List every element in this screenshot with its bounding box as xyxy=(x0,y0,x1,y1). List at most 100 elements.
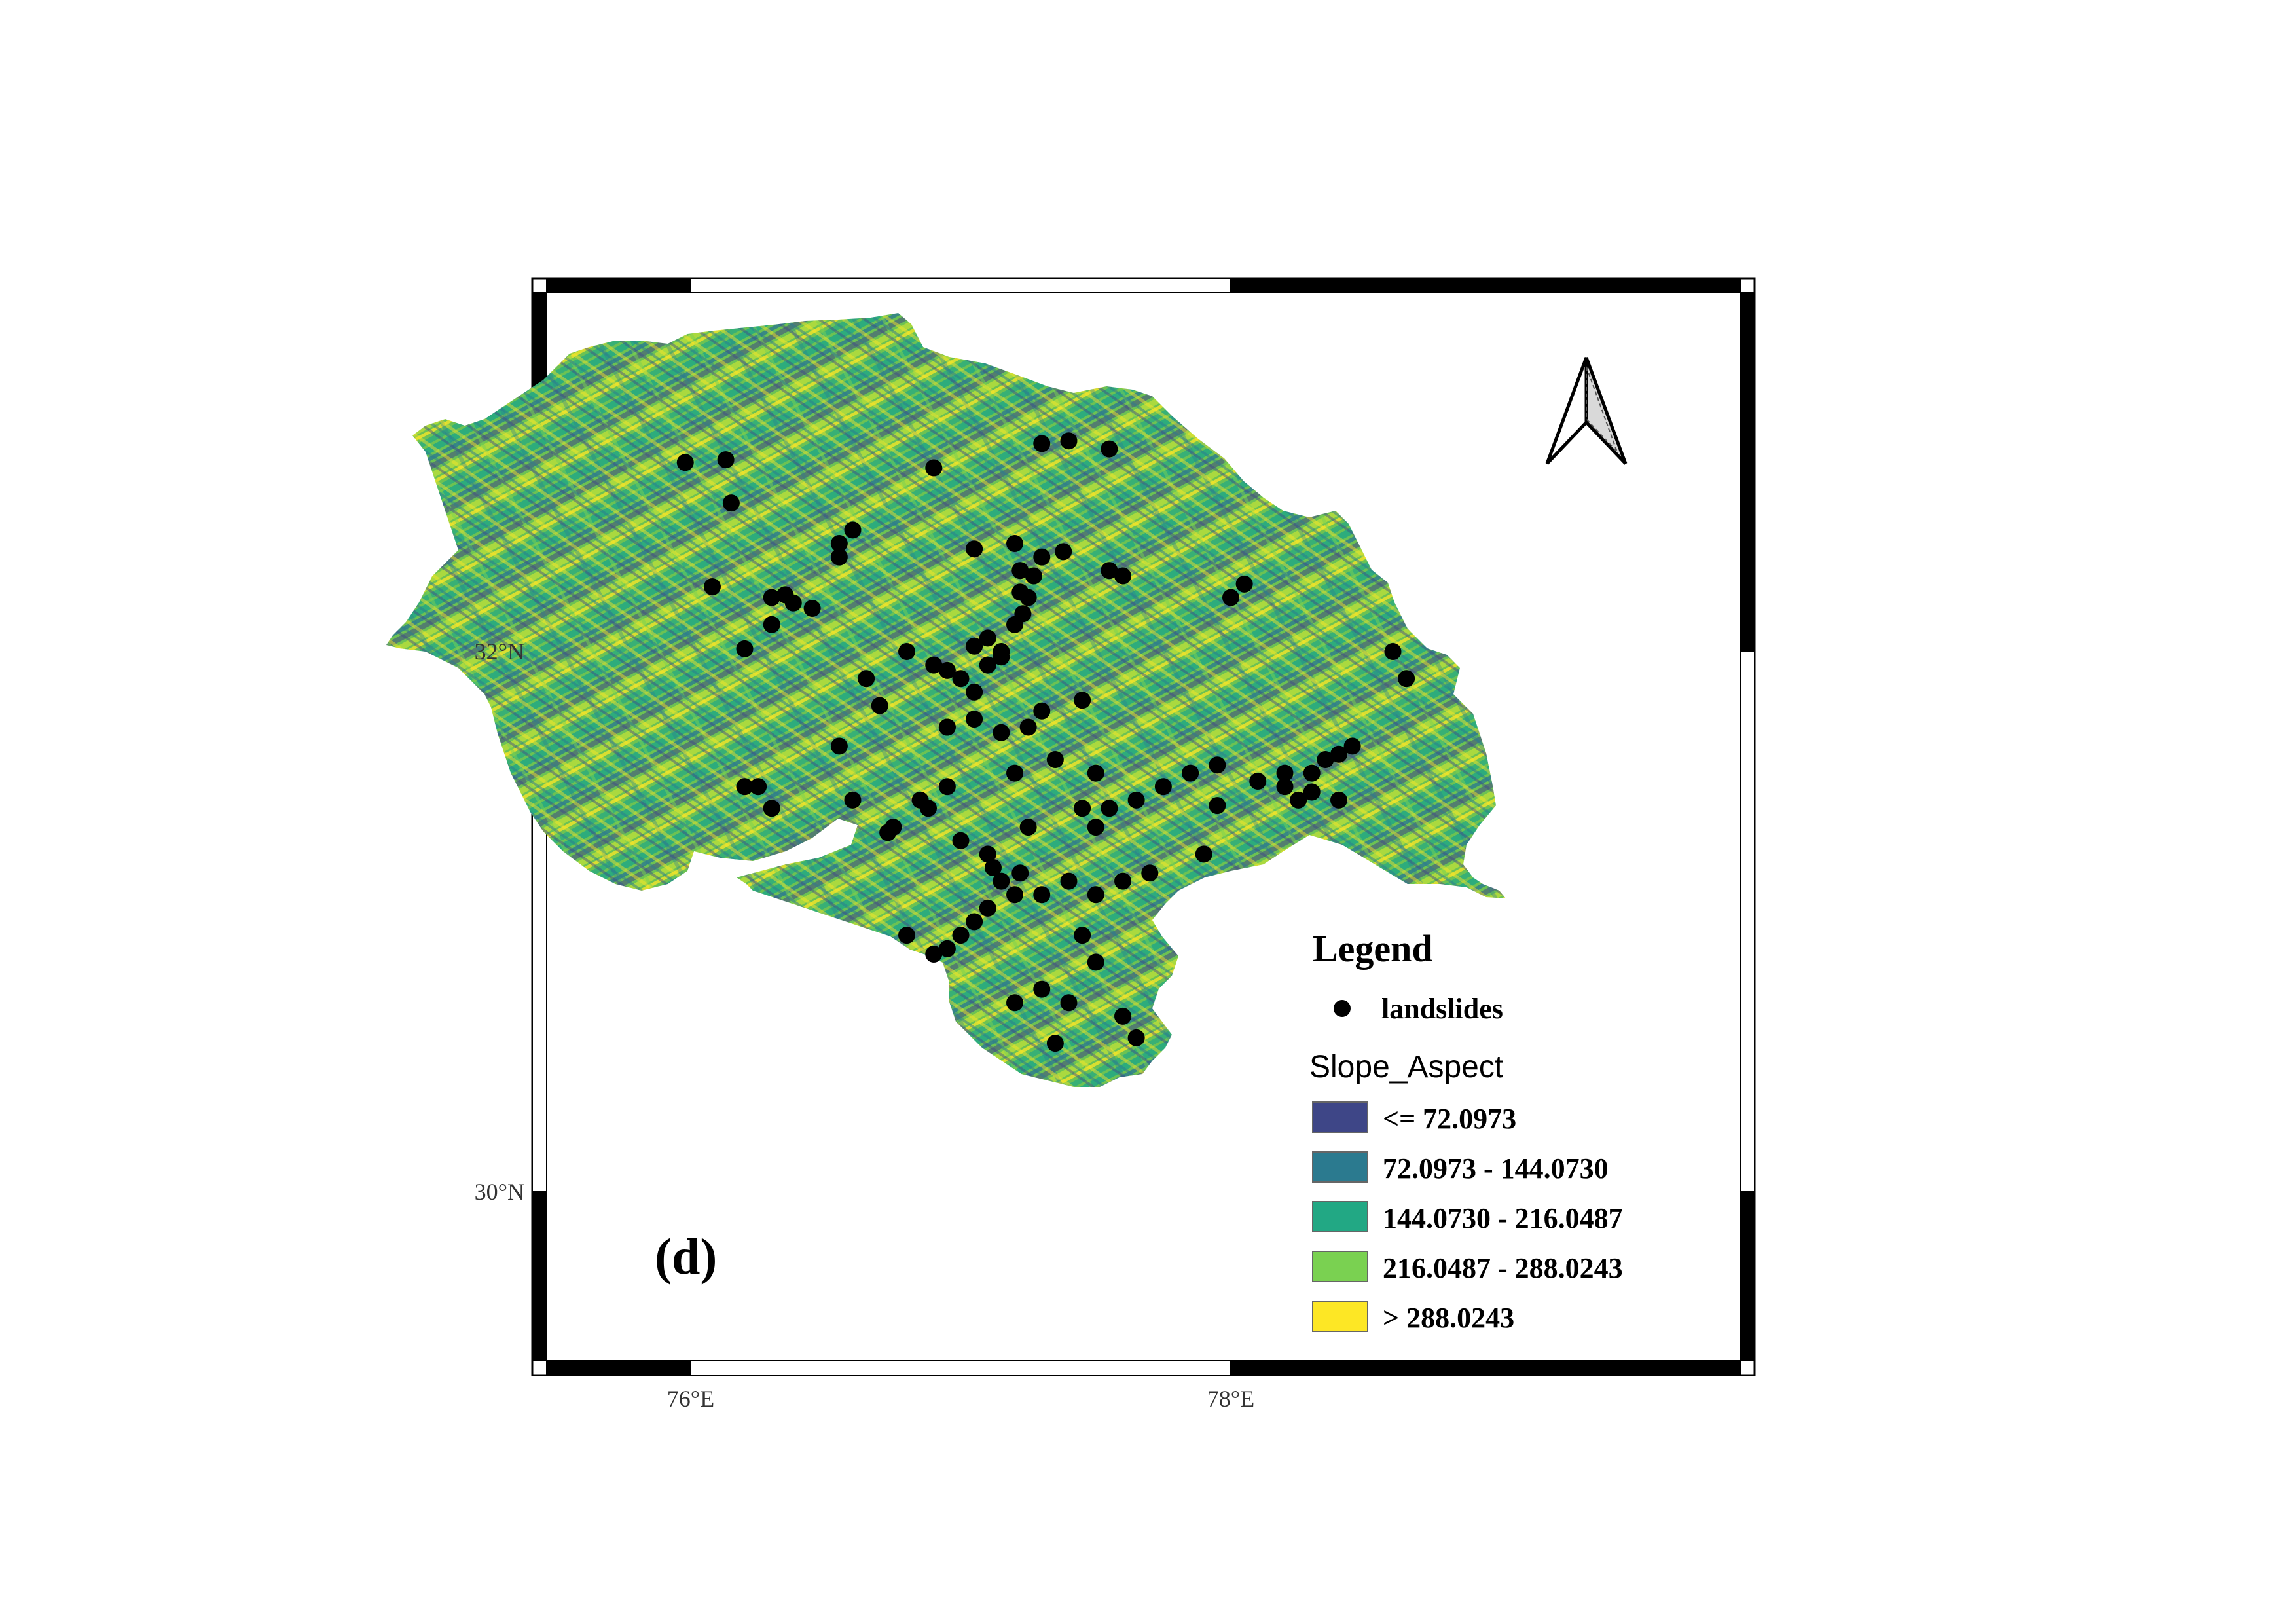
landslide-points xyxy=(676,432,1415,1052)
landslide-point xyxy=(1011,562,1029,580)
landslide-point xyxy=(938,661,956,679)
legend-class-label: 144.0730 - 216.0487 xyxy=(1383,1202,1623,1234)
landslide-point xyxy=(1249,773,1267,790)
landslide-point xyxy=(1033,886,1051,904)
landslide-point xyxy=(1154,778,1172,796)
frame-segment-bottom xyxy=(690,1360,1231,1376)
landslide-point xyxy=(844,791,862,809)
landslide-point xyxy=(1074,800,1091,817)
landslide-point xyxy=(676,454,694,471)
frame-segment-top xyxy=(546,278,691,293)
landslide-point xyxy=(979,899,996,917)
landslide-point xyxy=(898,927,915,944)
landslide-point xyxy=(871,697,888,714)
frame-segment-right xyxy=(1740,651,1755,1192)
legend-class-label: 216.0487 - 288.0243 xyxy=(1383,1252,1623,1284)
landslide-point xyxy=(830,737,848,755)
latitude-tick-label: 30°N xyxy=(475,1179,524,1205)
landslide-point xyxy=(1006,764,1023,782)
landslide-point xyxy=(704,578,721,595)
landslide-point xyxy=(938,778,956,796)
landslide-point xyxy=(925,656,943,674)
legend-swatch xyxy=(1312,1301,1368,1332)
landslide-point xyxy=(1074,692,1091,709)
landslide-point xyxy=(1127,791,1145,809)
legend-landslides-label: landslides xyxy=(1381,993,1503,1025)
frame-segment-left xyxy=(532,1191,547,1361)
landslide-point xyxy=(1303,764,1321,782)
landslide-point xyxy=(938,718,956,736)
landslide-point xyxy=(1276,764,1294,782)
landslide-point xyxy=(784,594,802,612)
frame-segment-bottom xyxy=(546,1360,691,1376)
legend-class-label: 72.0973 - 144.0730 xyxy=(1383,1153,1609,1185)
landslide-point xyxy=(763,616,780,633)
landslide-point xyxy=(938,940,956,957)
legend-title: Legend xyxy=(1313,927,1433,970)
legend-swatch xyxy=(1312,1251,1368,1282)
landslide-point xyxy=(1290,791,1307,809)
landslide-point xyxy=(1055,543,1072,561)
landslide-point xyxy=(966,913,983,931)
landslide-point xyxy=(1006,886,1023,904)
landslide-point xyxy=(1087,819,1104,836)
landslide-point xyxy=(1087,953,1104,971)
landslide-point xyxy=(1182,764,1199,782)
landslide-point xyxy=(1019,718,1037,736)
legend-swatch xyxy=(1312,1201,1368,1232)
landslide-point xyxy=(920,800,937,817)
landslide-point xyxy=(1006,535,1023,552)
frame-segment-top xyxy=(690,278,1231,293)
landslide-point xyxy=(763,800,780,817)
landslide-point xyxy=(717,451,735,469)
landslide-point xyxy=(1127,1029,1145,1046)
landslide-point xyxy=(1060,432,1078,450)
landslide-point xyxy=(1014,605,1032,623)
frame-segment-bottom xyxy=(1230,1360,1741,1376)
frame-segment-right xyxy=(1740,292,1755,652)
landslide-point xyxy=(1141,864,1159,882)
landslide-point xyxy=(1101,562,1118,580)
landslide-point xyxy=(966,710,983,728)
landslide-point xyxy=(1033,548,1051,566)
landslide-point xyxy=(1303,783,1321,801)
legend-class-label: > 288.0243 xyxy=(1383,1302,1514,1334)
slope-aspect-raster xyxy=(386,313,1506,1087)
landslide-point xyxy=(925,459,943,477)
longitude-tick-label: 78°E xyxy=(1207,1386,1254,1412)
landslide-point xyxy=(1025,567,1042,585)
frame-segment-top xyxy=(1230,278,1741,293)
legend-landslide-symbol xyxy=(1334,1000,1351,1017)
landslide-point xyxy=(750,778,767,796)
longitude-tick-label: 76°E xyxy=(667,1386,714,1412)
legend-swatch xyxy=(1312,1101,1368,1133)
landslide-point xyxy=(803,600,821,617)
landslide-point xyxy=(1209,797,1226,815)
landslide-point xyxy=(1087,886,1104,904)
landslide-point xyxy=(1011,583,1029,601)
landslide-point xyxy=(993,872,1010,890)
landslide-point xyxy=(1074,927,1091,944)
frame-segment-right xyxy=(1740,1191,1755,1361)
landslide-point xyxy=(1060,994,1078,1012)
landslide-point xyxy=(979,656,996,674)
landslide-point xyxy=(763,589,780,606)
landslide-point xyxy=(1114,872,1131,890)
landslide-point xyxy=(1384,643,1402,660)
north-arrow-icon xyxy=(1545,357,1628,465)
landslide-point xyxy=(830,535,848,552)
landslide-point xyxy=(722,494,740,512)
landslide-point xyxy=(1317,751,1334,768)
panel-label: (d) xyxy=(655,1228,717,1285)
landslide-point xyxy=(925,946,943,963)
landslide-point xyxy=(1060,872,1078,890)
landslide-point xyxy=(952,670,970,688)
landslide-point xyxy=(1222,589,1239,606)
landslide-point xyxy=(1235,575,1253,593)
landslide-point xyxy=(1101,800,1118,817)
landslide-point xyxy=(1114,567,1131,585)
legend: Legend landslides Slope_Aspect <= 72.097… xyxy=(1309,927,1623,1334)
landslide-point xyxy=(858,670,875,688)
landslide-point xyxy=(952,927,970,944)
